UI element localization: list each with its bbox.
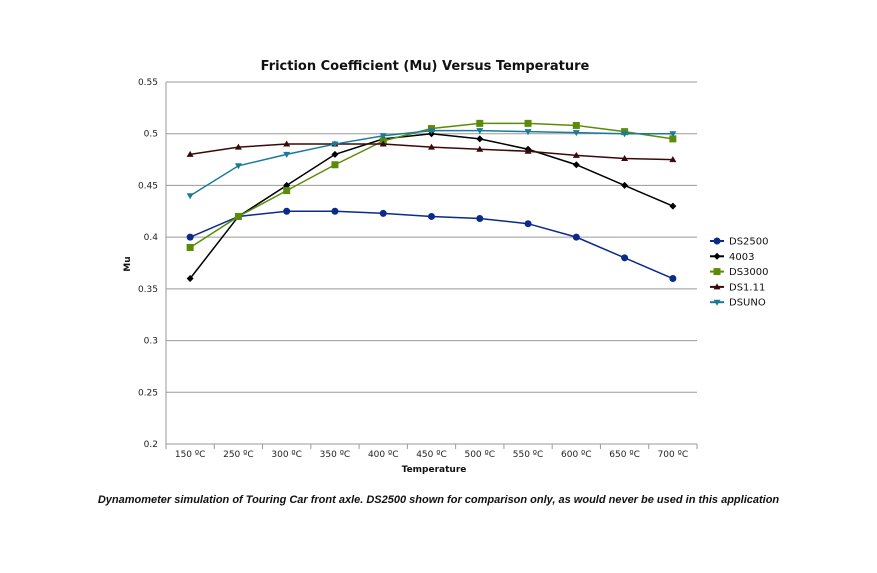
data-point [476, 135, 484, 143]
data-point [283, 140, 291, 147]
legend-label: DS3000 [729, 267, 769, 278]
series-line [189, 210, 674, 280]
data-point [572, 161, 580, 169]
y-tick-label: 0.45 [138, 181, 158, 191]
y-tick-label: 0.25 [138, 388, 158, 398]
data-point [186, 150, 194, 157]
data-point [186, 193, 194, 200]
data-point [621, 254, 629, 262]
y-tick-label: 0.2 [144, 440, 158, 450]
legend-marker [713, 237, 721, 245]
data-point [524, 119, 532, 127]
legend-marker [713, 268, 721, 276]
series-line [189, 129, 673, 197]
x-tick-label: 350 ºC [320, 450, 351, 460]
data-point [669, 275, 677, 283]
data-point [331, 150, 339, 158]
legend-marker [713, 252, 721, 260]
x-tick-label: 650 ºC [609, 450, 640, 460]
series-4003 [186, 130, 677, 283]
series-ds111 [186, 140, 677, 163]
data-point [234, 212, 242, 220]
data-point [234, 163, 242, 170]
y-tick-label: 0.4 [144, 233, 159, 243]
data-point [379, 140, 387, 147]
chart-title: Friction Coefficient (Mu) Versus Tempera… [261, 59, 590, 74]
data-point [428, 128, 435, 135]
data-point [572, 233, 580, 241]
data-point [186, 233, 194, 241]
data-point [283, 151, 291, 158]
data-point [234, 143, 242, 150]
data-point [186, 243, 194, 251]
data-point [572, 121, 580, 129]
x-tick-label: 700 ºC [658, 450, 689, 460]
series-ds2500 [186, 207, 677, 283]
y-axis-label: Mu [123, 256, 133, 271]
x-tick-label: 500 ºC [464, 450, 495, 460]
x-axis-label: Temperature [402, 465, 467, 475]
x-tick-label: 400 ºC [368, 450, 399, 460]
legend-label: DS1.11 [729, 282, 765, 293]
legend-marker [713, 299, 721, 306]
data-point [669, 202, 677, 210]
data-point [476, 128, 484, 135]
data-point [186, 275, 194, 283]
y-tick-label: 0.5 [144, 130, 158, 140]
data-point [621, 181, 629, 189]
data-point [524, 147, 532, 154]
x-tick-label: 300 ºC [271, 450, 302, 460]
data-point [524, 220, 532, 228]
data-point [379, 209, 387, 217]
data-point [476, 119, 484, 127]
legend-marker [713, 283, 721, 290]
data-point [379, 133, 387, 140]
x-tick-label: 150 ºC [175, 450, 206, 460]
legend-label: 4003 [729, 252, 754, 263]
data-point [283, 207, 291, 215]
legend-label: DSUNO [729, 298, 766, 309]
data-point [428, 212, 435, 220]
y-tick-label: 0.55 [138, 78, 158, 88]
y-tick-label: 0.3 [144, 337, 158, 347]
y-tick-label: 0.35 [138, 285, 158, 295]
data-point [476, 215, 484, 223]
data-point [669, 156, 677, 163]
chart-caption: Dynamometer simulation of Touring Car fr… [97, 494, 780, 506]
data-point [621, 131, 629, 138]
data-point [669, 135, 677, 143]
data-point [476, 145, 484, 152]
data-point [572, 130, 580, 137]
legend-label: DS2500 [729, 237, 769, 248]
data-point [428, 143, 435, 150]
x-tick-label: 250 ºC [223, 450, 254, 460]
data-point [331, 207, 339, 215]
data-point [331, 141, 339, 148]
x-tick-label: 450 ºC [416, 450, 447, 460]
data-point [524, 129, 532, 136]
data-point [572, 151, 580, 158]
x-tick-label: 550 ºC [513, 450, 544, 460]
data-point [283, 187, 291, 195]
data-point [331, 161, 339, 169]
series-line [189, 132, 674, 279]
series-dsuno [186, 128, 677, 200]
data-point [669, 131, 677, 138]
data-point [621, 155, 629, 162]
x-tick-label: 600 ºC [561, 450, 592, 460]
